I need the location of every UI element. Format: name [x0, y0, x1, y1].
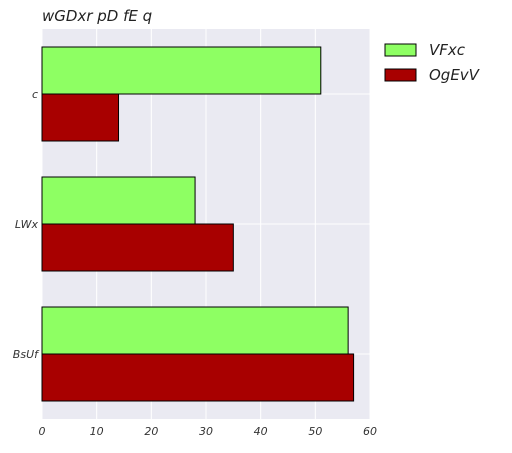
bar-OgEvV-BsUf [41, 353, 355, 402]
x-tick-label: 50 [308, 425, 322, 438]
x-tick-label: 20 [144, 425, 158, 438]
x-tick-label: 40 [254, 425, 268, 438]
bar-VFxc-BsUf [41, 306, 349, 355]
y-tick-label: BsUf [13, 348, 40, 361]
x-tick-label: 60 [363, 425, 377, 438]
legend-label: VFxc [429, 41, 466, 59]
legend: VFxc OgEvV [384, 41, 481, 84]
x-tick-labels: 0 10 20 30 40 50 60 [39, 425, 378, 438]
bar-OgEvV-c [41, 93, 120, 142]
bar-VFxc-LWx [41, 176, 196, 225]
y-tick-label: LWx [15, 218, 39, 231]
bar-OgEvV-LWx [41, 223, 234, 272]
x-tick-label: 0 [39, 425, 46, 438]
chart-title: wGDxr pD fE q [42, 7, 152, 25]
x-tick-label: 10 [90, 425, 104, 438]
legend-swatch [384, 43, 417, 57]
legend-label: OgEvV [429, 66, 481, 84]
y-tick-label: c [32, 88, 38, 101]
bars [41, 46, 355, 402]
bar-VFxc-c [41, 46, 322, 95]
legend-swatch [384, 68, 417, 82]
x-tick-label: 30 [199, 425, 213, 438]
y-tick-labels: c LWx BsUf [13, 88, 40, 361]
